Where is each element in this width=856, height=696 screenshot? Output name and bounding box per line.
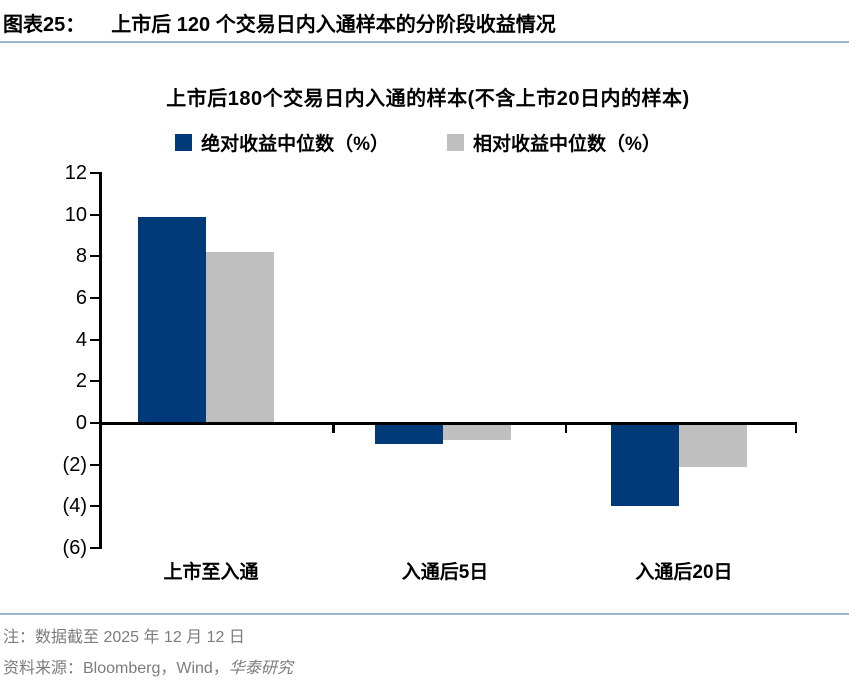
bar-relative-return (678, 423, 747, 467)
footer-source: 资料来源：Bloomberg，Wind，华泰研究 (3, 654, 293, 678)
y-axis-label: 0 (75, 412, 87, 434)
x-axis-category-label: 入通后5日 (401, 562, 489, 583)
figure-title: 上市后 120 个交易日内入通样本的分阶段收益情况 (111, 14, 556, 36)
x-axis-category-label: 入通后20日 (635, 562, 733, 583)
y-axis-tick (90, 172, 99, 175)
y-axis-tick (90, 338, 99, 341)
bar-absolute-return (610, 423, 679, 507)
y-axis-tick (90, 213, 99, 216)
bar-relative-return (442, 423, 511, 440)
y-axis-label: 12 (64, 162, 87, 185)
y-axis-label: 2 (75, 370, 87, 393)
bar-relative-return (206, 252, 274, 423)
x-axis-tick (564, 423, 568, 433)
x-axis-category-label: 上市至入通 (163, 562, 259, 583)
bar-absolute-return (374, 423, 443, 444)
chart-legend: 绝对收益中位数（%） 相对收益中位数（%） (0, 129, 836, 156)
legend-swatch-icon (175, 134, 193, 151)
footer-source-org: 华泰研究 (228, 660, 293, 677)
chart-title: 上市后180个交易日内入通的样本(不含上市20日内的样本) (166, 88, 690, 110)
footer-note: 注：数据截至 2025 年 12 月 12 日 (3, 629, 245, 646)
x-axis-tick (332, 423, 335, 433)
y-axis-label: 8 (75, 245, 87, 268)
x-axis-zero-line (99, 421, 797, 425)
y-axis-tick (90, 255, 99, 258)
y-axis-label: (6) (62, 536, 87, 559)
x-axis-tick (794, 423, 797, 433)
y-axis-tick (90, 463, 99, 466)
y-axis-tick (90, 422, 99, 424)
y-axis-label: 4 (75, 328, 87, 351)
y-axis-tick (90, 505, 99, 508)
footer-source-prefix: 资料来源：Bloomberg，Wind， (3, 660, 229, 677)
legend-label: 相对收益中位数（%） (473, 134, 661, 155)
legend-label: 绝对收益中位数（%） (201, 134, 389, 155)
figure-header: 图表25： 上市后 120 个交易日内入通样本的分阶段收益情况 (3, 8, 556, 37)
legend-item: 绝对收益中位数（%） (175, 129, 389, 156)
legend-item: 相对收益中位数（%） (447, 129, 661, 156)
legend-swatch-icon (447, 134, 464, 151)
y-axis-label: (2) (62, 453, 87, 476)
y-axis-tick (90, 546, 99, 549)
y-axis-label: (4) (62, 495, 87, 518)
bar-absolute-return (138, 216, 206, 423)
header-divider-line (0, 41, 849, 43)
y-axis-label: 6 (75, 287, 87, 310)
y-axis-line (99, 172, 102, 549)
footer-divider-line (0, 613, 849, 615)
y-axis-tick (90, 380, 99, 383)
y-axis-tick (90, 297, 99, 300)
y-axis-label: 10 (64, 203, 87, 226)
figure-number-label: 图表25： (3, 14, 86, 36)
